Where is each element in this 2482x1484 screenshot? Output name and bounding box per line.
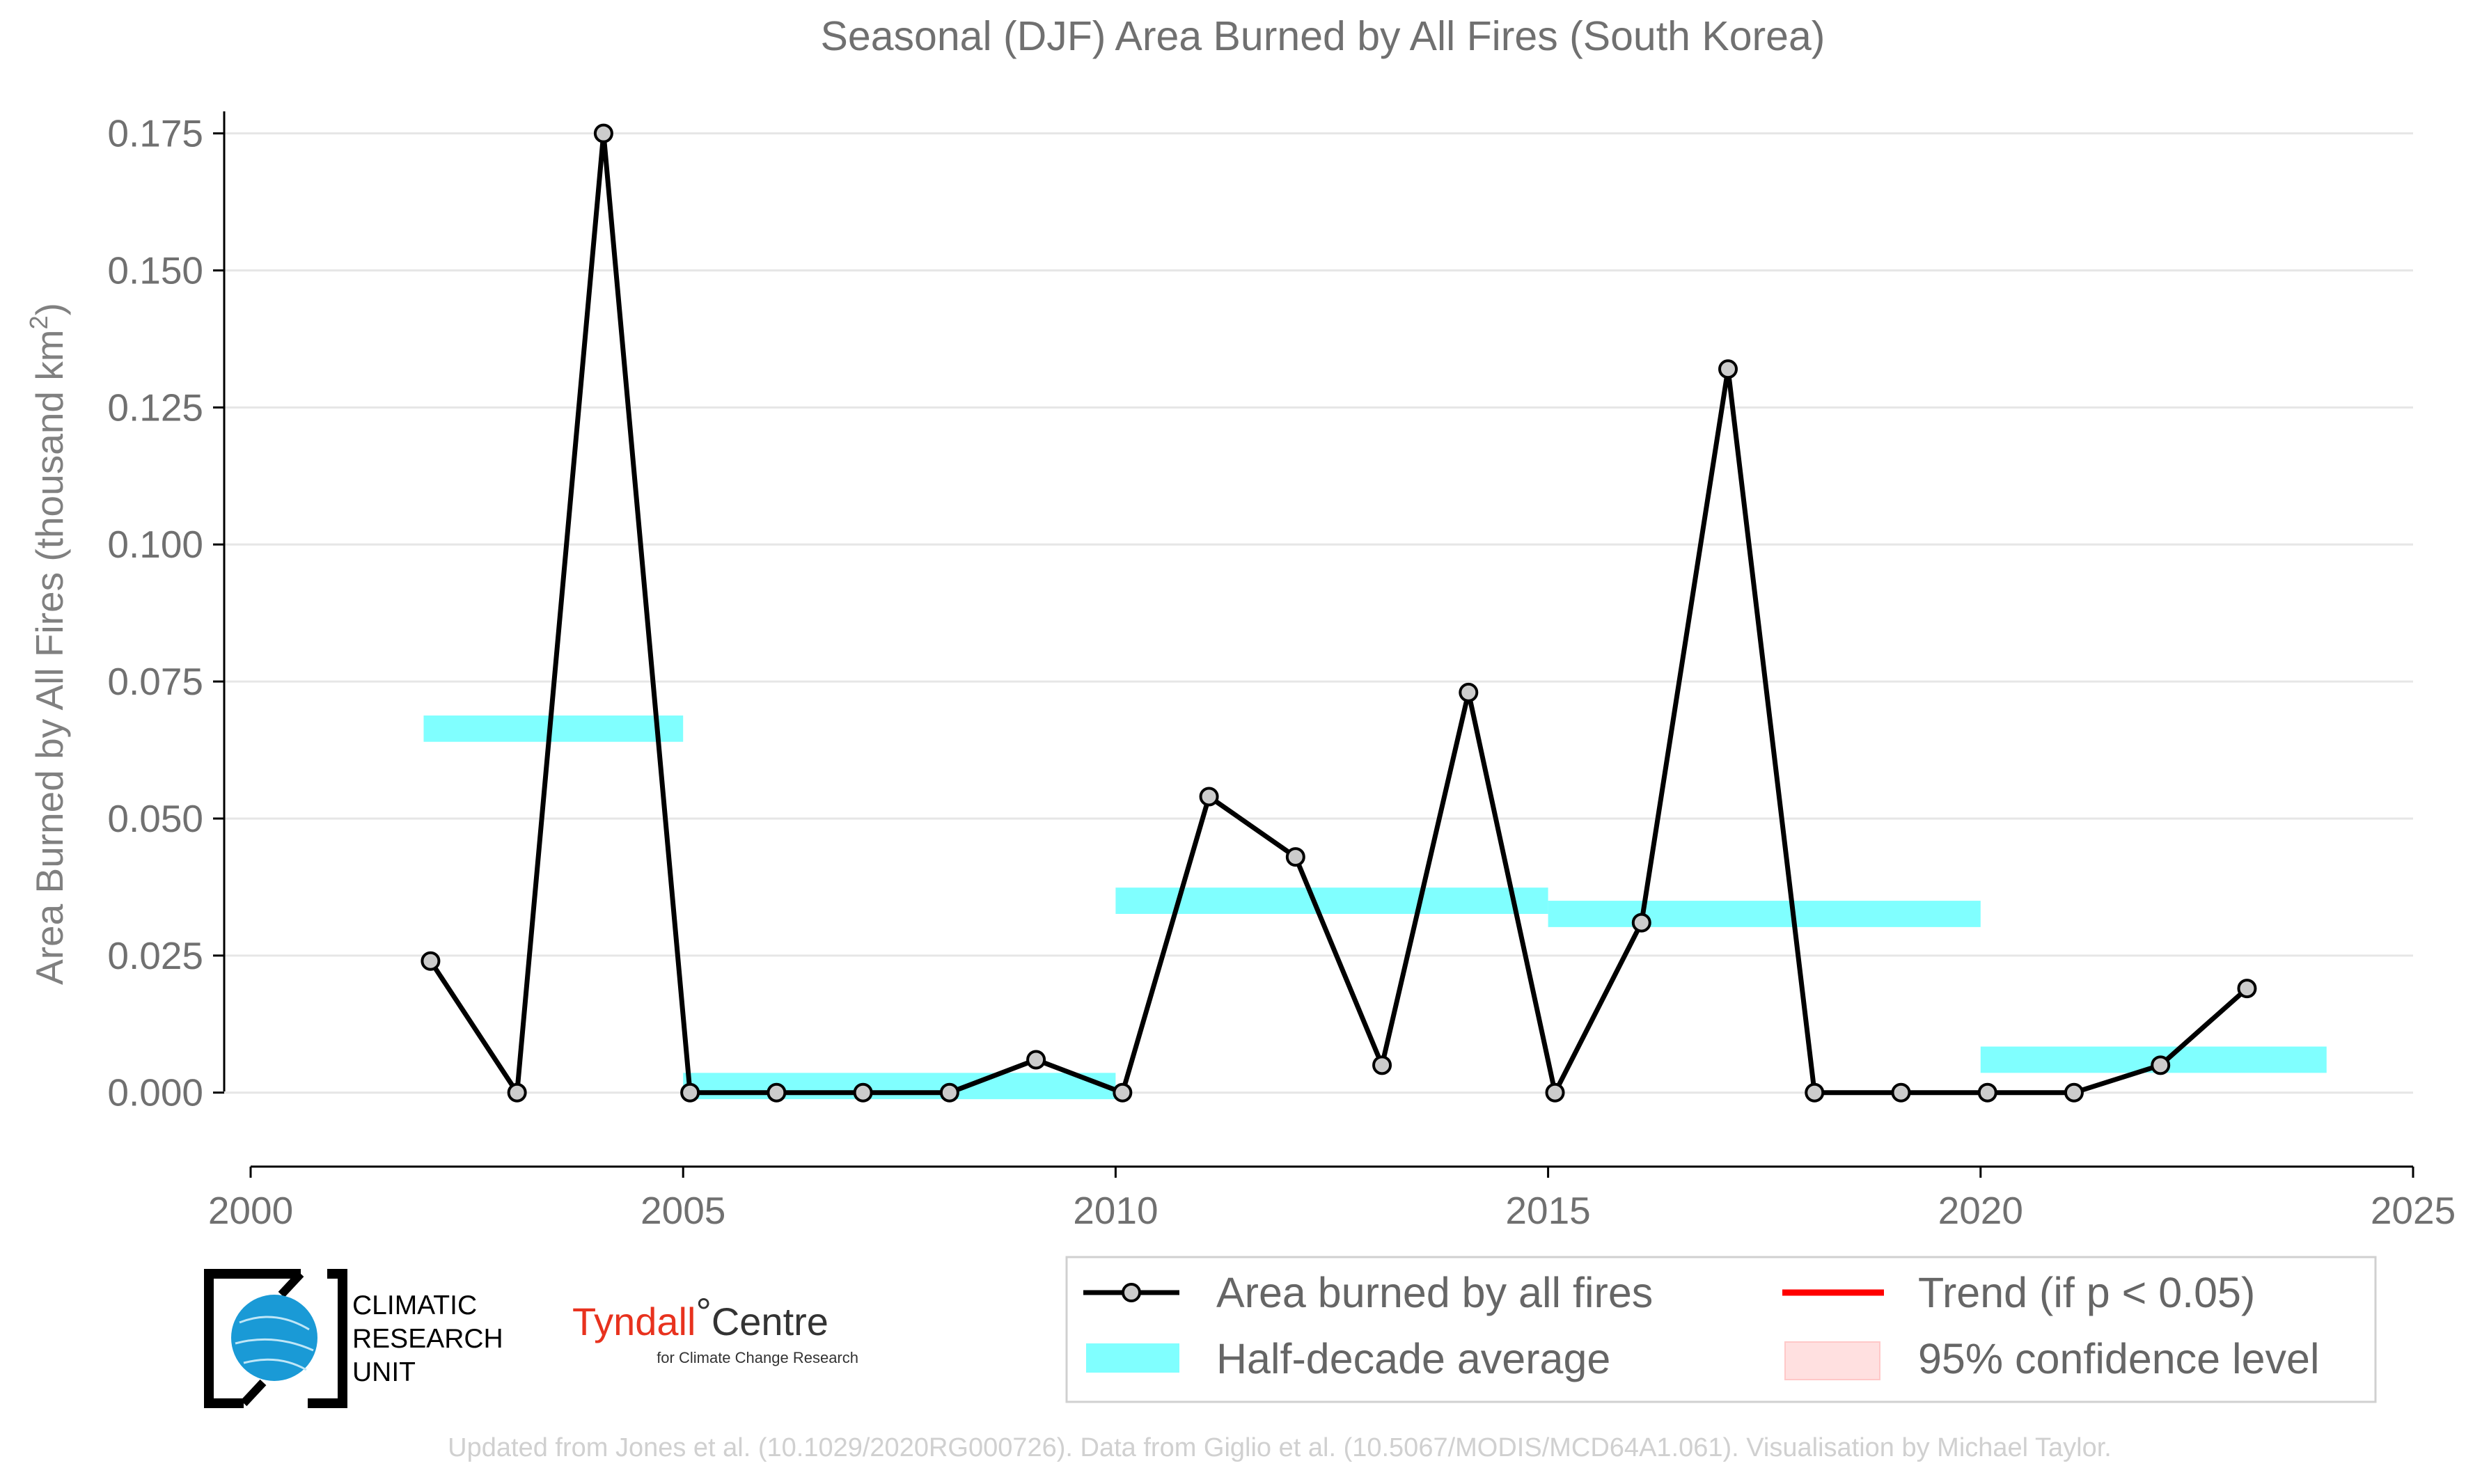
y-tick-label: 0.075	[107, 660, 203, 703]
x-tick-label: 2020	[1938, 1189, 2023, 1232]
y-tick-label: 0.050	[107, 797, 203, 840]
data-point	[680, 1082, 700, 1103]
data-point	[1891, 1082, 1911, 1103]
x-tick-label: 2005	[641, 1189, 725, 1232]
data-point	[1545, 1082, 1565, 1103]
legend-band-icon	[1086, 1343, 1179, 1373]
data-point	[421, 951, 441, 971]
legend-label-confidence: 95% confidence level	[1918, 1335, 2320, 1382]
data-point	[767, 1082, 787, 1103]
credit-line: Updated from Jones et al. (10.1029/2020R…	[448, 1433, 2112, 1462]
tyndall-degree: °	[696, 1290, 711, 1334]
y-tick-label: 0.000	[107, 1071, 203, 1114]
legend-frame	[1065, 1256, 2377, 1403]
y-tick-label: 0.125	[107, 386, 203, 429]
y-tick-label: 0.150	[107, 248, 203, 292]
y-tick-label: 0.175	[107, 112, 203, 155]
tyndall-logo: Tyndall°Centre for Climate Change Resear…	[572, 1290, 858, 1366]
data-point	[2237, 979, 2257, 999]
data-point	[1718, 359, 1738, 379]
globe-swirl	[235, 1316, 314, 1371]
half-decade-band	[1115, 887, 1548, 914]
cru-text-line1: CLIMATIC	[352, 1290, 477, 1320]
y-tick-label: 0.100	[107, 523, 203, 566]
data-point	[1285, 847, 1305, 867]
data-point	[1631, 913, 1651, 933]
data-point	[593, 123, 613, 143]
half-decade-bands	[423, 715, 2327, 1100]
gridlines	[224, 132, 2413, 1094]
chart-title: Seasonal (DJF) Area Burned by All Fires …	[821, 13, 1825, 59]
half-decade-band	[1548, 901, 1981, 927]
cru-logo-slash-top	[278, 1270, 304, 1298]
cru-logo: CLIMATIC RESEARCH UNIT	[204, 1269, 503, 1408]
tyndall-red-word: Tyndall	[572, 1300, 696, 1343]
data-point	[1199, 787, 1219, 807]
cru-logo-slash-bottom	[240, 1379, 267, 1407]
globe-icon	[231, 1295, 317, 1381]
y-axis-label-superscript: 2	[24, 315, 53, 329]
cru-text-line3: UNIT	[352, 1357, 416, 1387]
data-point	[1026, 1050, 1046, 1070]
series-markers	[421, 123, 2257, 1103]
cru-logo-frame	[204, 1269, 347, 1408]
y-axis-label: Area Burned by All Fires (thousand km2)	[24, 303, 71, 985]
data-point	[507, 1082, 527, 1103]
data-point	[853, 1082, 873, 1103]
tyndall-wordmark: Tyndall°Centre	[572, 1290, 828, 1343]
half-decade-band	[683, 1073, 1116, 1100]
y-axis-label-close: )	[28, 303, 71, 315]
data-point	[939, 1082, 959, 1103]
y-tick-label: 0.025	[107, 934, 203, 977]
legend-label-series: Area burned by all fires	[1216, 1269, 1653, 1316]
data-point	[1805, 1082, 1825, 1103]
y-axis-label-main: Area Burned by All Fires (thousand km	[28, 329, 71, 985]
tyndall-dark-word: Centre	[712, 1300, 828, 1343]
data-point	[2151, 1055, 2171, 1075]
data-point	[1977, 1082, 1997, 1103]
tyndall-subtitle: for Climate Change Research	[657, 1349, 858, 1366]
cru-text-line2: RESEARCH	[352, 1324, 503, 1354]
x-tick-label: 2010	[1073, 1189, 1158, 1232]
y-ticks: 0.000 0.025 0.050 0.075 0.100 0.125 0.150 0.175	[107, 112, 224, 1114]
legend-label-trend: Trend (if p < 0.05)	[1918, 1269, 2255, 1316]
data-point	[2064, 1082, 2084, 1103]
x-tick-label: 2015	[1505, 1189, 1590, 1232]
x-tick-label: 2000	[208, 1189, 293, 1232]
half-decade-band	[423, 715, 684, 742]
series-line	[428, 131, 2249, 1096]
legend-label-band: Half-decade average	[1216, 1335, 1610, 1382]
legend-confidence-icon	[1784, 1341, 1880, 1380]
x-ticks: 2000 2005 2010 2015 2020 2025	[208, 1167, 2456, 1232]
x-tick-label: 2025	[2371, 1189, 2456, 1232]
data-point	[1113, 1082, 1133, 1103]
data-point	[1459, 682, 1479, 702]
data-point	[1372, 1055, 1392, 1075]
legend-marker-icon	[1122, 1283, 1141, 1302]
legend: Area burned by all fires Trend (if p < 0…	[1065, 1256, 2377, 1403]
